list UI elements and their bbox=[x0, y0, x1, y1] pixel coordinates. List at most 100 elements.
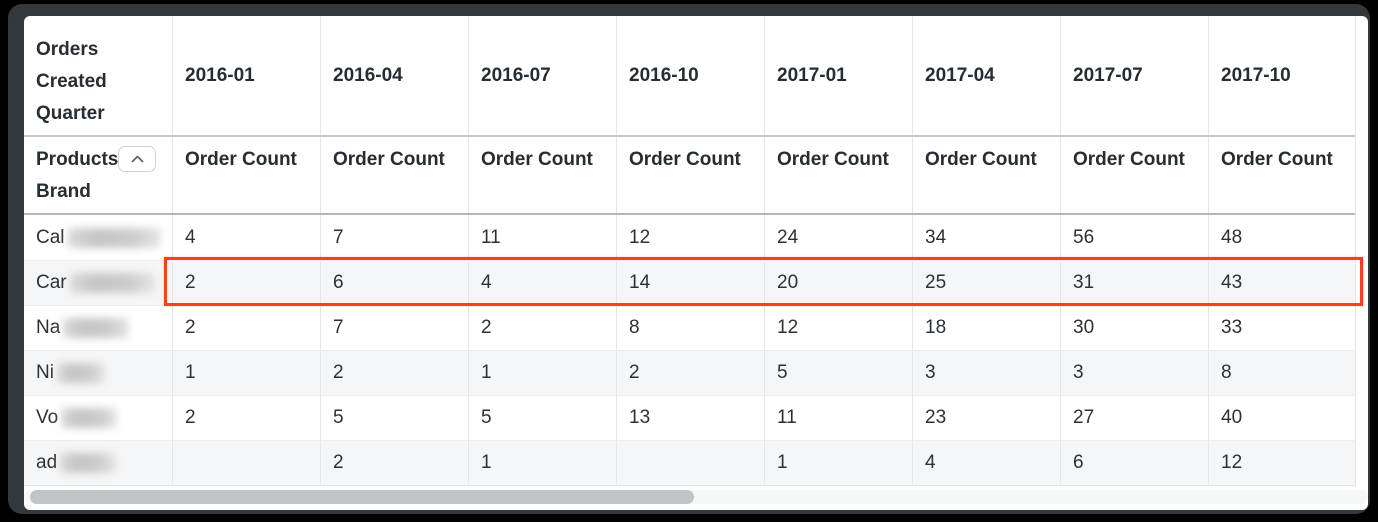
brand-prefix: Ni bbox=[36, 362, 54, 383]
measure-header[interactable]: Order Count bbox=[468, 137, 616, 213]
table-row-vo: Vo 2 5 5 13 11 23 27 40 bbox=[24, 395, 1355, 440]
data-cell[interactable] bbox=[616, 441, 764, 485]
data-cell[interactable]: 5 bbox=[468, 396, 616, 440]
data-cell[interactable]: 11 bbox=[764, 396, 912, 440]
table-row-ni: Ni 1 2 1 2 5 3 3 8 bbox=[24, 350, 1355, 395]
data-cell[interactable]: 1 bbox=[468, 351, 616, 395]
data-cell[interactable]: 18 bbox=[912, 306, 1060, 350]
brand-prefix: Cal bbox=[36, 226, 65, 248]
measure-header[interactable]: Order Count bbox=[616, 137, 764, 213]
data-cell[interactable]: 12 bbox=[616, 215, 764, 260]
data-cell[interactable]: 8 bbox=[1208, 351, 1356, 395]
data-cell[interactable]: 31 bbox=[1060, 261, 1208, 305]
quarter-header-2016-04: 2016-04 bbox=[320, 16, 468, 135]
data-cell[interactable]: 4 bbox=[468, 261, 616, 305]
measure-header[interactable]: Order Count bbox=[912, 137, 1060, 213]
redacted-brand-text bbox=[60, 453, 117, 473]
data-cell[interactable]: 5 bbox=[320, 396, 468, 440]
brand-prefix: Vo bbox=[36, 407, 59, 428]
data-cell[interactable]: 4 bbox=[912, 441, 1060, 485]
data-cell[interactable]: 20 bbox=[764, 261, 912, 305]
data-cell[interactable]: 56 bbox=[1060, 215, 1208, 260]
quarter-header-2016-07: 2016-07 bbox=[468, 16, 616, 135]
measure-header[interactable]: Order Count bbox=[764, 137, 912, 213]
data-cell[interactable]: 2 bbox=[172, 306, 320, 350]
window-frame: Orders Created Quarter 2016-01 2016-04 2… bbox=[8, 4, 1370, 514]
data-cell[interactable]: 6 bbox=[320, 261, 468, 305]
data-cell[interactable]: 2 bbox=[320, 441, 468, 485]
quarter-header-2016-10: 2016-10 bbox=[616, 16, 764, 135]
data-cell[interactable]: 30 bbox=[1060, 306, 1208, 350]
measure-header[interactable]: Order Count bbox=[172, 137, 320, 213]
data-cell[interactable]: 2 bbox=[320, 351, 468, 395]
data-cell[interactable] bbox=[172, 441, 320, 485]
redacted-brand-text bbox=[61, 408, 118, 428]
chevron-up-icon bbox=[131, 155, 143, 163]
table-row-car-highlighted: Car 2 6 4 14 20 25 31 43 bbox=[24, 260, 1355, 305]
data-cell[interactable]: 12 bbox=[1208, 441, 1356, 485]
redacted-brand-text bbox=[67, 227, 161, 248]
measure-header[interactable]: Order Count bbox=[1060, 137, 1208, 213]
measure-header-row: Products Brand Order Count Order Count O… bbox=[24, 137, 1355, 215]
data-cell[interactable]: 2 bbox=[616, 351, 764, 395]
data-cell[interactable]: 34 bbox=[912, 215, 1060, 260]
brand-cell[interactable]: ad bbox=[24, 441, 172, 485]
data-cell[interactable]: 2 bbox=[172, 396, 320, 440]
quarter-header-2016-01: 2016-01 bbox=[172, 16, 320, 135]
brand-cell[interactable]: Vo bbox=[24, 396, 172, 440]
data-cell[interactable]: 12 bbox=[764, 306, 912, 350]
quarter-header-2017-01: 2017-01 bbox=[764, 16, 912, 135]
data-cell[interactable]: 3 bbox=[912, 351, 1060, 395]
table-panel: Orders Created Quarter 2016-01 2016-04 2… bbox=[24, 16, 1368, 510]
measure-header[interactable]: Order Count bbox=[320, 137, 468, 213]
table-row-cal: Cal 4 7 11 12 24 34 56 48 bbox=[24, 215, 1355, 260]
data-cell[interactable]: 1 bbox=[764, 441, 912, 485]
data-cell[interactable]: 23 bbox=[912, 396, 1060, 440]
data-cell[interactable]: 3 bbox=[1060, 351, 1208, 395]
table-row-na: Na 2 7 2 8 12 18 30 33 bbox=[24, 305, 1355, 350]
brand-prefix: Na bbox=[36, 317, 61, 338]
data-cell[interactable]: 33 bbox=[1208, 306, 1356, 350]
quarter-header-2017-10: 2017-10 bbox=[1208, 16, 1356, 135]
brand-prefix: ad bbox=[36, 452, 58, 473]
measure-header[interactable]: Order Count bbox=[1208, 137, 1356, 213]
data-cell[interactable]: 11 bbox=[468, 215, 616, 260]
redacted-brand-text bbox=[63, 318, 130, 338]
pivot-dimension-header: Orders Created Quarter bbox=[36, 39, 107, 124]
data-cell[interactable]: 6 bbox=[1060, 441, 1208, 485]
data-cell[interactable]: 1 bbox=[468, 441, 616, 485]
data-cell[interactable]: 1 bbox=[172, 351, 320, 395]
data-cell[interactable]: 27 bbox=[1060, 396, 1208, 440]
sort-ascending-button[interactable] bbox=[118, 146, 156, 172]
data-cell[interactable]: 43 bbox=[1208, 261, 1356, 305]
brand-cell[interactable]: Car bbox=[24, 261, 172, 305]
redacted-brand-text bbox=[56, 363, 105, 383]
data-cell[interactable]: 5 bbox=[764, 351, 912, 395]
row-dimension-label: Products Brand bbox=[36, 149, 119, 202]
brand-cell[interactable]: Na bbox=[24, 306, 172, 350]
data-cell[interactable]: 7 bbox=[320, 215, 468, 260]
data-cell[interactable]: 13 bbox=[616, 396, 764, 440]
brand-cell[interactable]: Ni bbox=[24, 351, 172, 395]
table-row-ad: ad 2 1 1 4 6 12 bbox=[24, 440, 1355, 485]
data-cell[interactable]: 2 bbox=[468, 306, 616, 350]
quarter-header-2017-04: 2017-04 bbox=[912, 16, 1060, 135]
pivot-header-row: Orders Created Quarter 2016-01 2016-04 2… bbox=[24, 16, 1355, 137]
data-cell[interactable]: 25 bbox=[912, 261, 1060, 305]
row-dimension-header: Products Brand bbox=[24, 137, 172, 213]
table-body: Cal 4 7 11 12 24 34 56 48 Car 2 6 4 bbox=[24, 215, 1355, 486]
pivot-table: Orders Created Quarter 2016-01 2016-04 2… bbox=[24, 16, 1356, 486]
quarter-header-2017-07: 2017-07 bbox=[1060, 16, 1208, 135]
redacted-brand-text bbox=[69, 273, 155, 293]
data-cell[interactable]: 48 bbox=[1208, 215, 1356, 260]
data-cell[interactable]: 4 bbox=[172, 215, 320, 260]
horizontal-scrollbar-thumb[interactable] bbox=[30, 490, 694, 504]
data-cell[interactable]: 7 bbox=[320, 306, 468, 350]
data-cell[interactable]: 40 bbox=[1208, 396, 1356, 440]
data-cell[interactable]: 2 bbox=[172, 261, 320, 305]
data-cell[interactable]: 8 bbox=[616, 306, 764, 350]
data-cell[interactable]: 24 bbox=[764, 215, 912, 260]
data-cell[interactable]: 14 bbox=[616, 261, 764, 305]
brand-prefix: Car bbox=[36, 272, 67, 293]
brand-cell[interactable]: Cal bbox=[24, 215, 172, 260]
